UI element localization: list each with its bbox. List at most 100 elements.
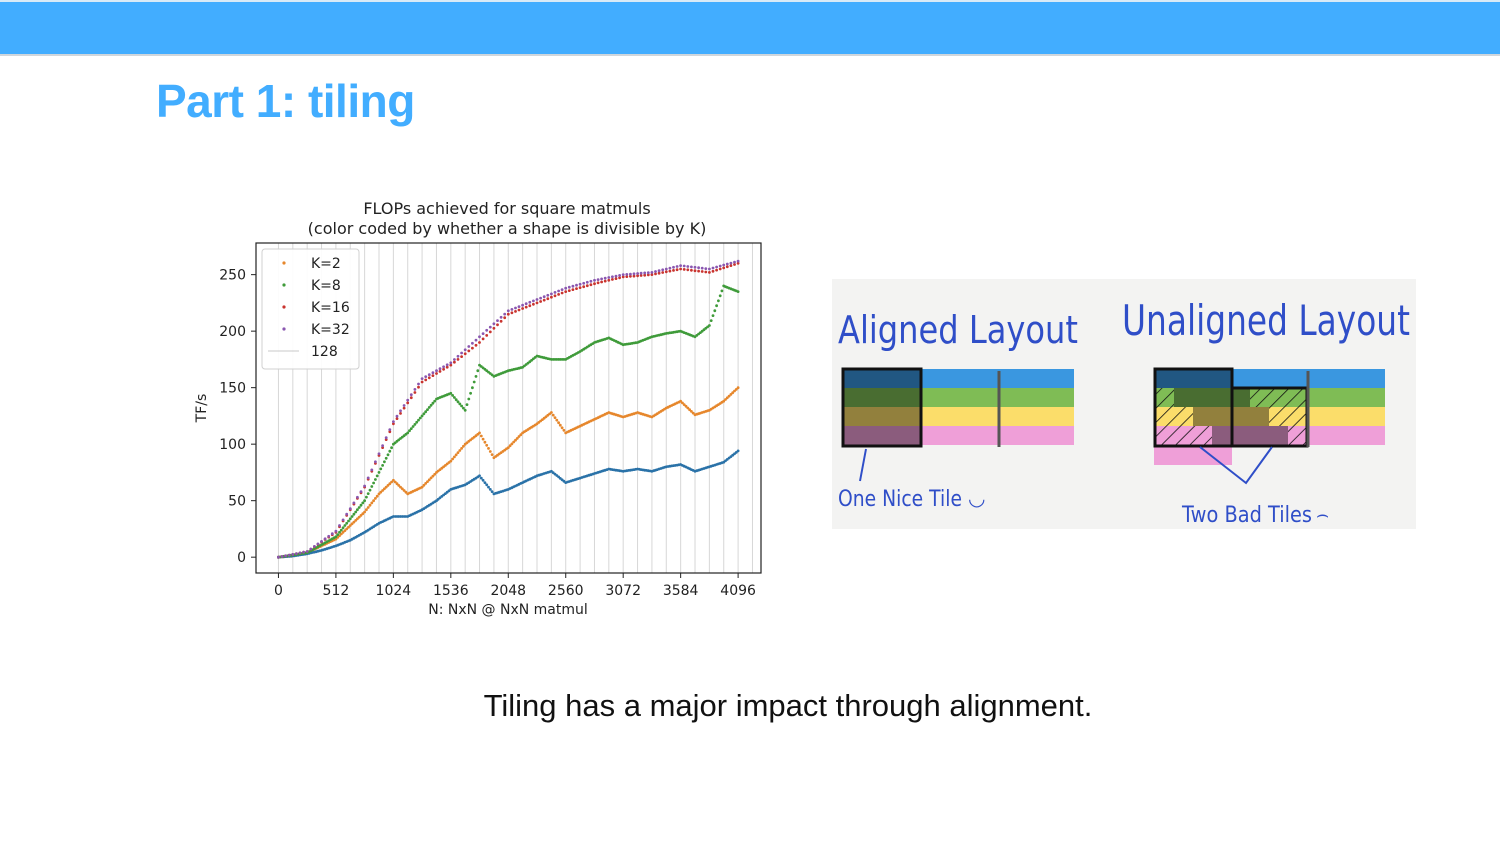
aligned-row-pink — [842, 426, 1074, 445]
data-point — [713, 309, 717, 313]
data-point — [363, 510, 366, 514]
data-point — [571, 284, 575, 288]
data-point — [418, 416, 422, 420]
data-point — [506, 309, 510, 313]
data-point — [341, 518, 345, 522]
data-point — [517, 435, 521, 438]
frown-face: ⌢ — [1316, 502, 1329, 526]
data-point — [365, 495, 368, 499]
data-point — [471, 346, 474, 350]
data-point — [643, 271, 647, 275]
data-point — [532, 299, 535, 303]
data-point — [379, 490, 383, 494]
aligned-layout-title: Aligned Layout — [838, 308, 1078, 352]
data-point — [471, 386, 474, 390]
data-point — [402, 489, 406, 492]
data-point — [510, 311, 514, 315]
data-point — [463, 348, 467, 352]
data-point — [388, 482, 392, 486]
data-point — [517, 308, 521, 312]
data-point — [433, 472, 437, 476]
x-tick-label: 0 — [274, 583, 283, 599]
data-point — [408, 429, 411, 433]
data-point — [693, 269, 697, 273]
data-point — [372, 499, 375, 503]
data-point — [388, 428, 392, 431]
data-point — [357, 515, 361, 519]
data-point — [481, 337, 485, 341]
data-point — [539, 300, 542, 303]
data-point — [682, 268, 686, 271]
data-point — [474, 343, 478, 347]
data-point — [621, 273, 625, 276]
data-point — [643, 273, 647, 277]
data-point — [336, 533, 340, 536]
chart-subtitle: (color coded by whether a shape is divis… — [308, 219, 707, 238]
data-point — [492, 326, 496, 330]
data-point — [426, 480, 429, 483]
data-point — [442, 365, 445, 369]
data-point — [388, 430, 392, 434]
data-point — [607, 278, 611, 282]
data-point — [478, 474, 481, 478]
data-point — [488, 450, 492, 453]
data-point — [415, 420, 419, 424]
data-point — [711, 269, 715, 273]
data-point — [686, 406, 690, 410]
data-point — [514, 310, 517, 313]
data-point — [381, 489, 384, 492]
data-point — [413, 423, 417, 426]
data-point — [639, 271, 643, 275]
data-point — [514, 438, 517, 442]
data-point — [472, 380, 476, 384]
aligned-row-yellow — [842, 407, 1074, 426]
data-point — [402, 404, 406, 407]
data-point — [363, 499, 366, 503]
data-point — [368, 488, 372, 492]
smile-face: ◡ — [968, 486, 985, 510]
data-point — [438, 367, 442, 371]
data-point — [453, 455, 456, 459]
legend-k2: K=2 — [311, 256, 341, 272]
data-point — [427, 406, 431, 409]
data-point — [381, 444, 384, 448]
data-point — [453, 358, 456, 361]
x-tick-label: 4096 — [720, 583, 756, 599]
legend-marker-k32 — [282, 327, 286, 331]
x-tick-label: 3584 — [663, 583, 699, 599]
data-point — [460, 447, 463, 450]
data-point — [454, 453, 458, 457]
series-k8 — [277, 284, 740, 559]
data-point — [454, 398, 458, 402]
y-tick-label: 150 — [219, 381, 246, 397]
data-point — [417, 385, 420, 389]
series-k32 — [277, 259, 740, 559]
data-point — [460, 404, 463, 408]
data-point — [327, 534, 331, 538]
data-point — [393, 480, 397, 484]
data-point — [395, 482, 399, 486]
y-tick-label: 100 — [219, 437, 246, 453]
data-point — [481, 437, 485, 441]
data-point — [348, 524, 352, 527]
data-point — [359, 514, 363, 517]
y-tick-label: 200 — [219, 324, 246, 340]
data-point — [295, 552, 298, 555]
data-point — [284, 554, 287, 558]
data-point — [485, 483, 489, 487]
data-point — [593, 278, 596, 282]
data-point — [467, 397, 471, 401]
data-point — [571, 288, 575, 291]
data-point — [532, 302, 535, 306]
data-point — [453, 396, 456, 399]
data-point — [395, 417, 399, 420]
data-point — [409, 396, 413, 400]
unaligned-hatch-left-3 — [1155, 426, 1212, 445]
data-point — [356, 508, 359, 512]
data-point — [681, 401, 684, 405]
data-point — [593, 282, 596, 286]
data-point — [481, 332, 485, 335]
data-point — [700, 266, 704, 270]
data-point — [517, 305, 521, 308]
legend-marker-k2 — [282, 261, 286, 265]
